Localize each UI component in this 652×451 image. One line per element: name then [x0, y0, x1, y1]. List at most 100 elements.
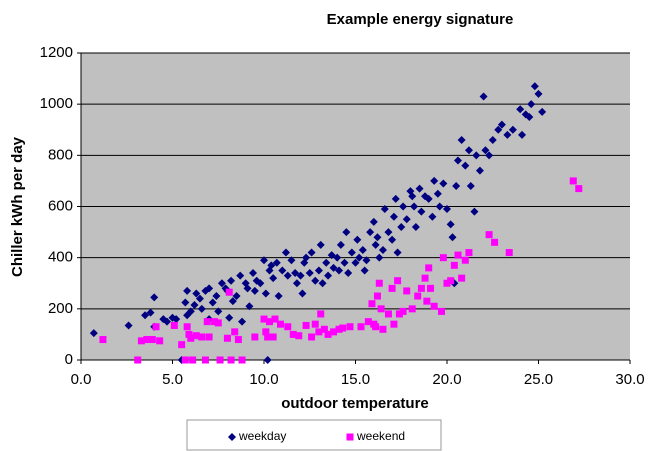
point [236, 271, 245, 280]
point [394, 277, 402, 285]
point [414, 292, 422, 300]
point [388, 284, 396, 292]
point [291, 269, 300, 278]
y-tick-label: 1200 [40, 44, 73, 61]
point [227, 356, 235, 364]
point [335, 325, 343, 333]
point [134, 356, 142, 364]
point [355, 253, 364, 262]
point [320, 325, 328, 333]
point [324, 271, 333, 280]
point [305, 269, 314, 278]
point [198, 333, 206, 341]
point [516, 105, 525, 114]
point [428, 212, 437, 221]
point [225, 288, 233, 296]
point [262, 328, 270, 336]
point [260, 256, 268, 265]
point [227, 276, 236, 285]
point [351, 258, 360, 267]
point [527, 100, 536, 109]
point [402, 215, 411, 224]
point [424, 194, 433, 203]
x-tick-label: 25.0 [524, 371, 553, 388]
x-tick-label: 15.0 [341, 371, 370, 388]
point [378, 245, 387, 254]
point [295, 332, 303, 340]
point [452, 182, 461, 191]
point [508, 125, 517, 134]
point [397, 222, 406, 231]
point [143, 336, 151, 344]
point [156, 337, 164, 345]
point [263, 356, 272, 364]
point [217, 279, 226, 288]
point [443, 205, 451, 214]
point [375, 253, 384, 262]
point [481, 146, 490, 155]
point [250, 286, 259, 295]
point [470, 207, 479, 216]
point [415, 184, 424, 193]
point [472, 151, 481, 160]
point [181, 356, 189, 364]
point [439, 254, 447, 262]
point [461, 256, 469, 264]
point [389, 212, 398, 221]
point [170, 321, 178, 329]
point [187, 334, 195, 342]
point [267, 261, 276, 270]
point [443, 279, 451, 287]
point [534, 89, 543, 98]
point [195, 294, 204, 303]
point [322, 258, 331, 267]
point [214, 319, 222, 327]
point [569, 177, 577, 185]
point [399, 202, 408, 211]
point [408, 305, 416, 313]
point [430, 302, 438, 310]
point [186, 307, 195, 316]
point [369, 217, 378, 226]
y-tick-label: 400 [48, 249, 73, 266]
point [457, 135, 466, 144]
point [205, 333, 213, 341]
point [318, 279, 327, 288]
point [284, 323, 292, 331]
point [231, 328, 239, 336]
point [505, 249, 513, 257]
point [214, 307, 223, 316]
point [89, 329, 98, 338]
point [339, 324, 347, 332]
point [228, 297, 237, 306]
point [518, 130, 527, 139]
point [377, 305, 385, 313]
point [289, 330, 297, 338]
point [491, 238, 499, 246]
point [403, 287, 411, 295]
point [317, 310, 325, 318]
point [203, 318, 211, 326]
point [330, 328, 338, 336]
point [347, 248, 356, 257]
point [373, 292, 381, 300]
point [336, 240, 345, 249]
point [249, 269, 258, 278]
point [538, 107, 547, 116]
point [447, 277, 455, 285]
point [314, 266, 323, 275]
point [302, 321, 310, 329]
point [192, 289, 201, 298]
point [494, 125, 503, 134]
point [366, 228, 375, 237]
point [362, 256, 371, 265]
point [181, 298, 190, 307]
point [430, 176, 439, 185]
point [183, 323, 191, 331]
point [278, 266, 287, 275]
point [450, 261, 458, 269]
point [346, 323, 354, 331]
legend-label: weekday [238, 429, 286, 443]
x-axis-label: outdoor temperature [281, 395, 429, 412]
